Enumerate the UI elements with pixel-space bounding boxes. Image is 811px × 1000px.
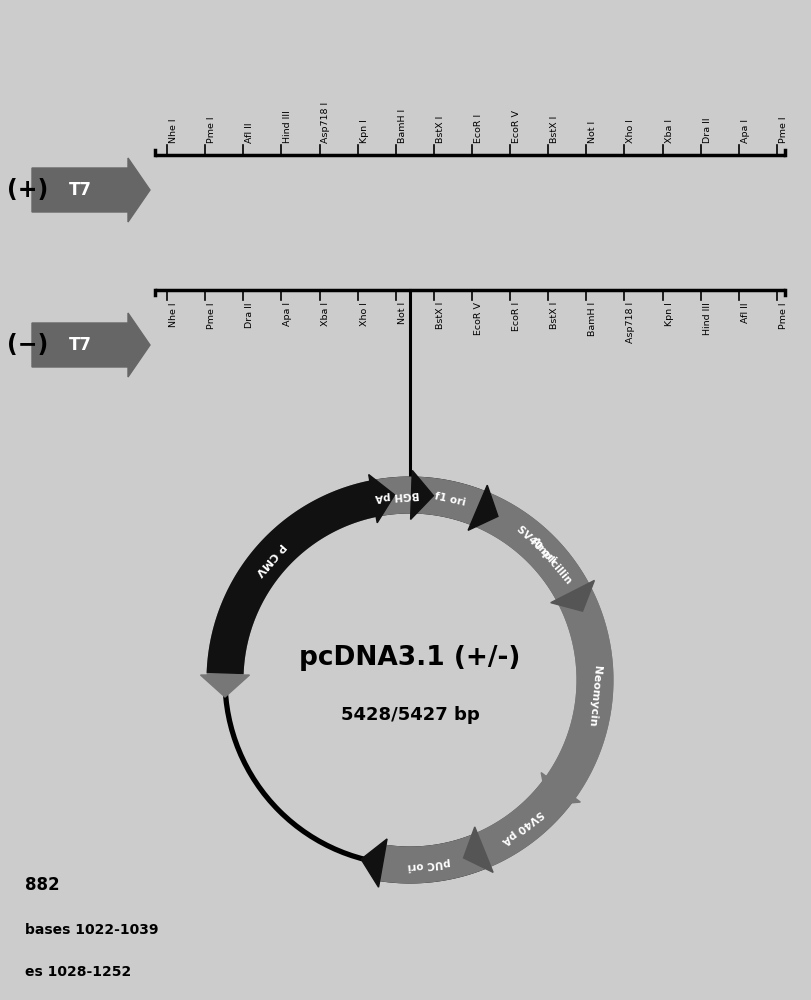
Text: Xho I: Xho I [626,119,635,143]
Polygon shape [206,480,380,674]
Text: T7: T7 [68,336,92,354]
Polygon shape [361,839,387,887]
Text: Neomycin: Neomycin [586,665,601,727]
Text: EcoR V: EcoR V [512,110,521,143]
Text: Kpn I: Kpn I [359,119,368,143]
Polygon shape [368,475,394,523]
Polygon shape [32,158,150,222]
Polygon shape [410,470,433,519]
Polygon shape [467,485,497,530]
Text: Pme I: Pme I [778,116,787,143]
Text: bases 1022-1039: bases 1022-1039 [25,923,158,937]
Text: BamH I: BamH I [588,302,597,336]
Text: f1 ori: f1 ori [433,491,466,508]
Text: Xba I: Xba I [664,119,673,143]
Text: es 1028-1252: es 1028-1252 [25,965,131,979]
Text: pUC ori: pUC ori [407,857,451,871]
Polygon shape [474,493,590,604]
Text: Asp718 I: Asp718 I [626,302,635,343]
Text: 5428/5427 bp: 5428/5427 bp [340,706,478,724]
Polygon shape [472,780,572,869]
Text: pcDNA3.1 (+/-): pcDNA3.1 (+/-) [299,645,520,671]
Text: T7: T7 [68,181,92,199]
Text: Xba I: Xba I [321,302,330,326]
Text: Afl II: Afl II [245,122,254,143]
Text: Dra II: Dra II [245,302,254,328]
Text: EcoR I: EcoR I [512,302,521,331]
Text: BstX I: BstX I [436,302,444,329]
Text: Pme I: Pme I [778,302,787,329]
Text: Pme I: Pme I [207,302,216,329]
Text: Xho I: Xho I [359,302,368,326]
Text: Hind III: Hind III [702,302,711,335]
Text: Kpn I: Kpn I [664,302,673,326]
Polygon shape [540,773,580,805]
Text: (+): (+) [7,178,48,202]
Text: Asp718 I: Asp718 I [321,102,330,143]
Polygon shape [374,477,417,516]
Polygon shape [206,477,612,883]
Text: Hind III: Hind III [283,110,292,143]
Polygon shape [550,580,594,611]
Polygon shape [374,834,486,883]
Text: Nhe I: Nhe I [169,302,178,327]
Text: SV40 pA: SV40 pA [500,808,544,846]
Text: BstX I: BstX I [550,116,559,143]
Polygon shape [32,313,150,377]
Text: BstX I: BstX I [436,116,444,143]
Text: SV40 ori: SV40 ori [514,524,557,565]
Text: EcoR V: EcoR V [474,302,483,335]
Text: P CMV: P CMV [253,540,287,577]
Text: Not I: Not I [588,121,597,143]
Text: BstX I: BstX I [550,302,559,329]
Text: EcoR I: EcoR I [474,114,483,143]
Text: Pme I: Pme I [207,116,216,143]
Text: Apa I: Apa I [283,302,292,326]
Polygon shape [463,827,492,872]
Text: (−): (−) [7,333,48,357]
Text: Ampicillin: Ampicillin [529,536,573,587]
Polygon shape [543,588,613,802]
Text: BamH I: BamH I [397,109,406,143]
Polygon shape [200,675,249,697]
Text: Afl II: Afl II [740,302,749,323]
Text: Apa I: Apa I [740,119,749,143]
Text: Not I: Not I [397,302,406,324]
Polygon shape [415,477,489,527]
Text: BGH pA: BGH pA [374,489,419,502]
Text: 882: 882 [25,876,59,894]
Text: Nhe I: Nhe I [169,118,178,143]
Text: Dra II: Dra II [702,117,711,143]
